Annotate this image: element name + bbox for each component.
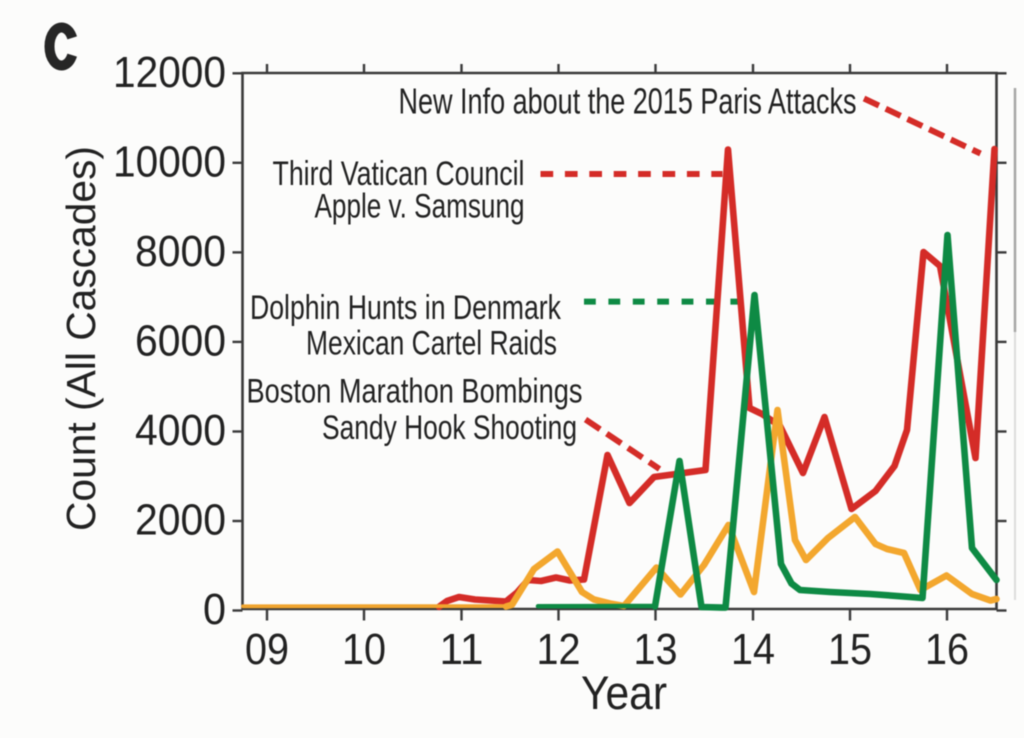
svg-text:12: 12 (537, 625, 581, 674)
svg-text:New Info about the 2015 Paris: New Info about the 2015 Paris Attacks (399, 81, 857, 122)
svg-text:10: 10 (342, 625, 386, 674)
svg-text:Count (All Cascades): Count (All Cascades) (58, 146, 104, 531)
svg-text:2000: 2000 (135, 496, 226, 545)
svg-text:Sandy Hook Shooting: Sandy Hook Shooting (322, 409, 577, 447)
svg-text:Mexican Cartel Raids: Mexican Cartel Raids (306, 325, 557, 363)
svg-text:09: 09 (245, 625, 289, 674)
svg-text:Dolphin Hunts in Denmark: Dolphin Hunts in Denmark (250, 289, 562, 327)
svg-text:4000: 4000 (135, 406, 226, 455)
svg-text:15: 15 (828, 625, 872, 674)
svg-text:14: 14 (731, 625, 775, 674)
svg-text:Apple v. Samsung: Apple v. Samsung (315, 188, 525, 226)
svg-text:Third Vatican Council: Third Vatican Council (273, 155, 525, 193)
svg-text:6000: 6000 (135, 316, 226, 365)
svg-text:0: 0 (203, 585, 226, 634)
svg-text:11: 11 (440, 625, 484, 674)
svg-text:Year: Year (581, 666, 667, 719)
svg-text:Boston Marathon Bombings: Boston Marathon Bombings (247, 373, 583, 411)
svg-text:13: 13 (634, 625, 678, 674)
svg-text:12000: 12000 (113, 48, 226, 97)
svg-text:8000: 8000 (135, 227, 226, 276)
svg-text:10000: 10000 (113, 137, 226, 186)
svg-text:16: 16 (925, 625, 969, 674)
